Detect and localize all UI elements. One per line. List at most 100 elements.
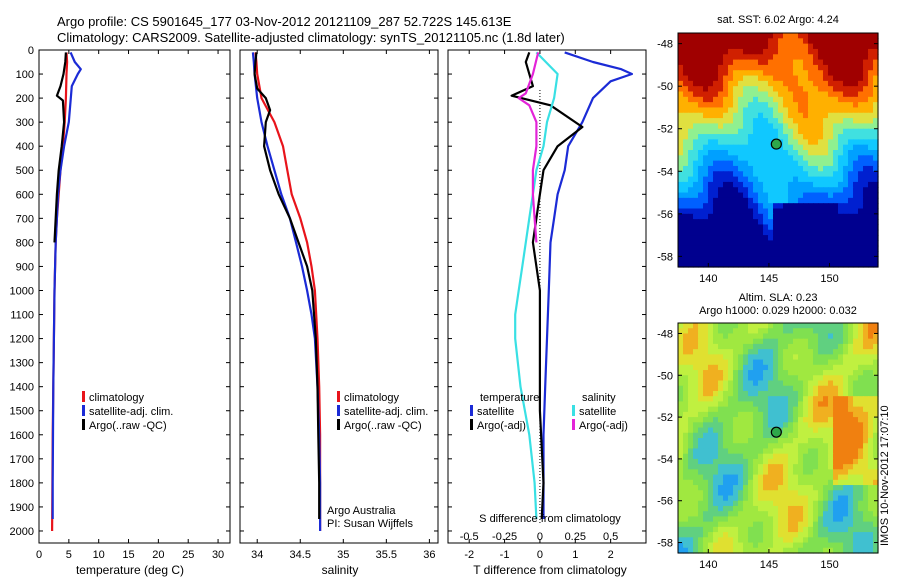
map-cell: [793, 181, 799, 188]
map-cell: [863, 33, 869, 39]
map-cell: [723, 48, 729, 55]
map-cell: [853, 359, 859, 366]
map-cell: [758, 490, 764, 497]
map-cell: [753, 511, 759, 518]
map-cell: [733, 187, 739, 194]
map-cell: [848, 165, 854, 172]
map-cell: [843, 427, 849, 434]
map-cell: [853, 256, 859, 263]
map-cell: [848, 505, 854, 512]
map-cell: [718, 333, 724, 340]
map-cell: [758, 224, 764, 231]
map-cell: [718, 380, 724, 387]
map-cell: [688, 112, 694, 119]
map-cell: [698, 479, 704, 486]
map-cell: [758, 453, 764, 460]
map-cell: [813, 240, 819, 247]
map-cell: [748, 542, 754, 549]
map-cell: [863, 43, 869, 50]
map-cell: [688, 33, 694, 39]
map-cell: [693, 532, 699, 538]
map-cell: [703, 328, 709, 335]
map-cell: [788, 500, 794, 507]
map-cell: [788, 469, 794, 476]
map-cell: [828, 354, 834, 361]
map-cell: [843, 245, 849, 252]
map-cell: [773, 469, 779, 476]
map-cell: [803, 542, 809, 549]
map-cell: [768, 91, 774, 98]
map-cell: [718, 323, 724, 329]
map-cell: [678, 432, 684, 439]
map-cell: [858, 208, 864, 215]
map-cell: [853, 385, 859, 392]
map-cell: [848, 224, 854, 231]
map-cell: [728, 86, 734, 93]
map-cell: [803, 521, 809, 528]
map-cell: [753, 128, 759, 135]
map-cell: [863, 328, 869, 335]
map-cell: [838, 33, 844, 39]
map-cell: [698, 526, 704, 533]
map-cell: [863, 197, 869, 204]
map-cell: [698, 458, 704, 465]
map-cell: [713, 537, 719, 544]
map-cell: [748, 102, 754, 109]
map-cell: [838, 144, 844, 151]
map-cell: [793, 432, 799, 439]
map-cell: [683, 390, 689, 397]
map-cell: [793, 219, 799, 226]
map-cell: [873, 203, 879, 210]
map-cell: [793, 385, 799, 392]
map-cell: [753, 547, 759, 554]
difference-temp-legend: temperature satellite Argo(-adj): [470, 391, 539, 433]
map-cell: [748, 197, 754, 204]
map-cell: [818, 160, 824, 167]
map-cell: [758, 54, 764, 61]
map-cell: [853, 453, 859, 460]
map-cell: [798, 134, 804, 140]
map-cell: [793, 118, 799, 125]
map-cell: [813, 219, 819, 226]
map-cell: [748, 406, 754, 413]
map-cell: [753, 349, 759, 355]
map-cell: [743, 385, 749, 392]
map-cell: [693, 396, 699, 403]
map-cell: [838, 432, 844, 439]
map-cell: [833, 187, 839, 194]
map-cell: [788, 532, 794, 538]
map-cell: [728, 38, 734, 45]
map-cell: [813, 64, 819, 71]
map-cell: [798, 333, 804, 340]
map-cell: [703, 443, 709, 450]
map-cell: [843, 123, 849, 130]
map-cell: [678, 192, 684, 199]
map-cell: [678, 380, 684, 387]
map-cell: [818, 155, 824, 162]
map-cell: [723, 354, 729, 361]
map-cell: [733, 213, 739, 220]
map-cell: [873, 96, 879, 103]
map-cell: [848, 256, 854, 263]
map-cell: [823, 505, 829, 512]
map-cell: [748, 427, 754, 434]
map-cell: [783, 422, 789, 429]
map-cell: [763, 213, 769, 220]
map-cell: [793, 64, 799, 71]
map-cell: [783, 464, 789, 470]
map-cell: [858, 224, 864, 231]
map-cell: [858, 485, 864, 491]
map-cell: [833, 102, 839, 109]
map-cell: [693, 80, 699, 87]
map-cell: [753, 112, 759, 119]
map-cell: [788, 537, 794, 544]
map-cell: [698, 80, 704, 87]
map-cell: [718, 139, 724, 146]
map-cell: [763, 208, 769, 215]
map-cell: [848, 139, 854, 146]
map-cell: [728, 385, 734, 392]
map-cell: [748, 458, 754, 465]
map-cell: [698, 245, 704, 252]
map-cell: [808, 112, 814, 119]
map-cell: [828, 80, 834, 87]
